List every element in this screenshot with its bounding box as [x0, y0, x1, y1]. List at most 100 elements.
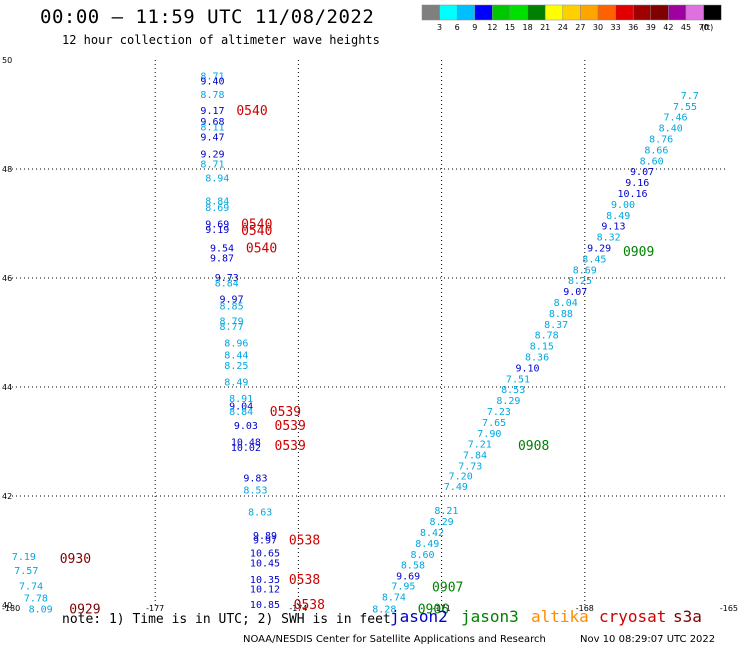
wave-height-label: 8.78: [200, 90, 224, 101]
legend-cryosat: cryosat: [599, 607, 667, 626]
colorbar-level-label: 36: [628, 23, 638, 32]
legend-s3a: s3a: [673, 607, 702, 626]
colorbar-swatch: [492, 4, 511, 21]
pass-time-label: 0930: [60, 552, 91, 567]
wave-height-label: 8.66: [644, 145, 668, 156]
wave-height-label: 8.49: [606, 211, 630, 222]
wave-height-label: 8.40: [659, 124, 683, 135]
y-tick-label: 50: [2, 56, 12, 65]
colorbar-level-label: 21: [540, 23, 550, 32]
wave-height-label: 9.73: [215, 273, 239, 284]
wave-height-label: 7.49: [444, 482, 468, 493]
colorbar-swatch: [562, 4, 581, 21]
pass-time-label: 0540: [241, 218, 272, 233]
wave-height-label: 7.7: [681, 91, 699, 102]
wave-height-label: 8.79: [220, 317, 244, 328]
y-tick-label: 44: [2, 383, 12, 392]
pass-time-label: 0539: [270, 405, 301, 420]
colorbar-level-label: 24: [558, 23, 568, 32]
wave-height-label: 9.68: [200, 117, 224, 128]
wave-height-label: 8.29: [496, 396, 520, 407]
wave-height-label: 10.65: [250, 549, 280, 560]
wave-height-label: 10.45: [250, 558, 280, 569]
pass-time-label: 0540: [246, 241, 277, 256]
pass-time-label: 0908: [518, 439, 549, 454]
wave-height-label: 8.88: [549, 309, 573, 320]
wave-height-label: 9.83: [243, 473, 267, 484]
wave-height-label: 7.65: [482, 418, 506, 429]
wave-height-label: 7.95: [391, 581, 415, 592]
wave-height-label: 8.29: [430, 517, 454, 528]
wave-height-label: 8.94: [205, 174, 229, 185]
colorbar-swatch: [580, 4, 599, 21]
page-subtitle: 12 hour collection of altimeter wave hei…: [62, 33, 380, 47]
pass-time-label: 0929: [69, 602, 100, 617]
colorbar-swatch: [544, 4, 564, 21]
colorbar-swatch: [668, 4, 687, 21]
wave-height-label: 8.53: [501, 385, 525, 396]
colorbar-level-label: 12: [487, 23, 497, 32]
wave-height-label: 8.63: [248, 507, 272, 518]
y-tick-label: 40: [2, 601, 12, 610]
wave-height-label: 8.84: [205, 197, 229, 208]
colorbar-level-label: 27: [575, 23, 585, 32]
wave-height-label: 8.09: [29, 604, 53, 615]
wave-height-label: 9.04: [229, 402, 253, 413]
legend-jason2: jason2: [390, 607, 448, 626]
colorbar-swatch: [703, 4, 722, 21]
wave-height-label: 8.49: [224, 378, 248, 389]
colorbar-level-label: 42: [663, 23, 673, 32]
wave-height-label: 8.44: [224, 350, 248, 361]
wave-height-label: 8.36: [525, 352, 549, 363]
colorbar-swatch: [527, 4, 546, 21]
wave-height-label: 8.60: [410, 550, 434, 561]
wave-height-label: 7.20: [449, 471, 473, 482]
observations-layer: 8.719.408.789.179.688.119.479.298.718.94…: [12, 71, 699, 615]
pass-time-label: 0539: [275, 419, 306, 434]
y-tick-label: 42: [2, 492, 12, 501]
wave-height-label: 7.74: [19, 581, 43, 592]
colorbar-swatch: [597, 4, 616, 21]
satellite-legend: jason2 jason3 altika cryosat s3a: [0, 607, 740, 627]
wave-height-label: 9.47: [200, 132, 224, 143]
colorbar-level-label: 15: [505, 23, 515, 32]
wave-height-label: 7.21: [468, 440, 492, 451]
wave-height-label: 8.49: [415, 539, 439, 550]
wave-height-label: 9.29: [200, 150, 224, 161]
wave-height-label: 8.45: [582, 254, 606, 265]
colorbar: 3 6 9 12 15 18 21 24 27 30 33 36 39 42 45 70(ft): [421, 4, 722, 32]
wave-height-label: 10.12: [250, 585, 280, 596]
x-axis-ticks: -180 -177 -174 -171 -168 -165: [2, 604, 738, 613]
legend-jason3: jason3: [461, 607, 519, 626]
wave-height-label: 8.25: [224, 361, 248, 372]
pass-times-layer: 0540054005400540053905390539053805380538…: [60, 104, 655, 617]
wave-height-label: 10.85: [250, 600, 280, 611]
wave-height-label: 9.54: [210, 243, 234, 254]
wave-height-label: 9.29: [587, 243, 611, 254]
wave-height-label: 8.15: [530, 342, 554, 353]
wave-height-label: 8.91: [229, 394, 253, 405]
wave-height-label: 7.46: [663, 113, 687, 124]
wave-height-label: 8.21: [434, 506, 458, 517]
wave-height-label: 7.19: [12, 552, 36, 563]
wave-height-label: 8.69: [573, 265, 597, 276]
wave-height-label: 9.19: [205, 225, 229, 236]
wave-height-label: 8.42: [420, 528, 444, 539]
wave-height-label: 7.73: [458, 461, 482, 472]
x-tick-label: -165: [720, 604, 738, 613]
wave-height-label: 9.00: [611, 200, 635, 211]
wave-height-label: 9.17: [200, 106, 224, 117]
colorbar-swatch: [632, 4, 652, 21]
y-tick-label: 46: [2, 274, 12, 283]
pass-time-label: 0538: [289, 534, 320, 549]
pass-time-label: 0540: [241, 224, 272, 239]
pass-time-label: 0539: [275, 439, 306, 454]
wave-height-label: 8.32: [597, 233, 621, 244]
colorbar-level-label: 30: [593, 23, 603, 32]
wave-height-label: 9.13: [601, 222, 625, 233]
wave-height-label: 9.40: [200, 77, 224, 88]
wave-height-label: 7.23: [487, 407, 511, 418]
pass-time-label: 0909: [623, 245, 654, 260]
wave-height-label: 7.78: [24, 593, 48, 604]
